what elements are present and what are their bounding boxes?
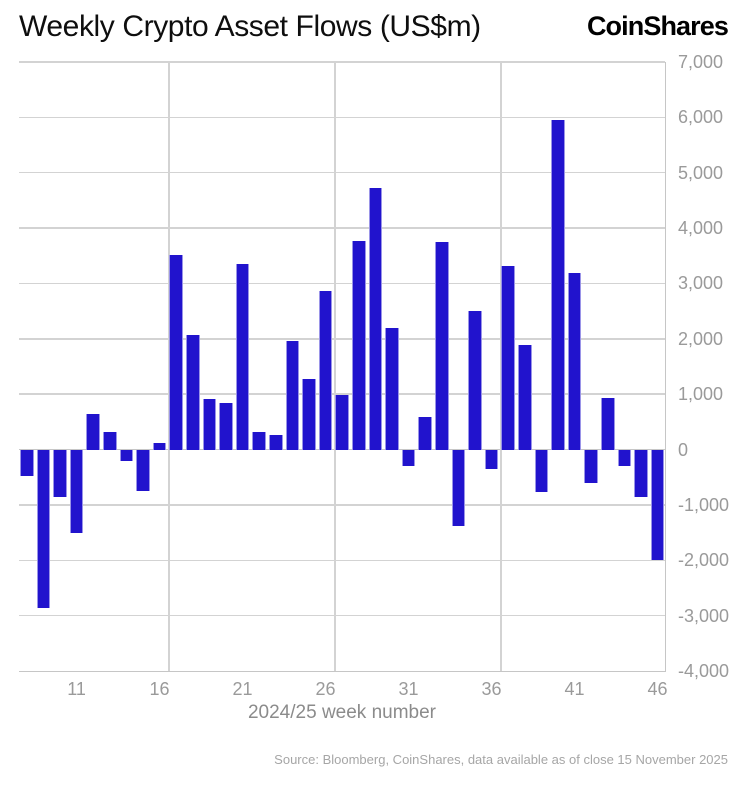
bar-week-18: [186, 334, 200, 450]
bar-week-30: [385, 328, 399, 450]
gridline-v: [168, 62, 170, 671]
bar-week-19: [202, 399, 217, 450]
bar-week-45: [634, 449, 648, 497]
bar-week-33: [435, 241, 449, 450]
x-tick-label: 21: [232, 679, 253, 699]
y-tick-label: -3,000: [678, 605, 730, 626]
bar-week-46: [650, 449, 665, 561]
x-tick-label: 31: [398, 679, 419, 699]
gridline-h: [19, 282, 665, 285]
bar-week-26: [318, 290, 333, 450]
bar-week-25: [302, 378, 316, 450]
y-tick-label: 0: [678, 439, 689, 460]
bar-week-24: [285, 341, 300, 450]
bar-week-32: [418, 417, 432, 450]
bar-week-9: [36, 449, 51, 609]
bar-week-37: [501, 266, 515, 450]
gridline-h: [19, 504, 665, 506]
gridline-h: [19, 116, 665, 119]
bar-week-36: [484, 449, 499, 469]
x-axis-title: 2024/25 week number: [247, 702, 436, 723]
gridline-v: [334, 62, 336, 671]
bar-week-42: [584, 449, 598, 484]
x-tick-label: 26: [315, 679, 336, 699]
gridline-h: [19, 227, 665, 229]
gridline-h: [19, 61, 665, 63]
plot-area: [19, 61, 666, 672]
chart-title: Weekly Crypto Asset Flows (US$m): [19, 10, 481, 43]
bar-week-41: [567, 273, 582, 450]
source-note: Source: Bloomberg, CoinShares, data avai…: [274, 752, 728, 767]
gridline-h: [19, 393, 665, 395]
bar-week-34: [451, 449, 466, 527]
bar-week-27: [335, 394, 349, 450]
y-tick-label: 2,000: [678, 328, 724, 349]
bar-week-44: [617, 449, 632, 466]
gridline-v: [500, 62, 502, 671]
bar-week-17: [169, 255, 183, 450]
y-tick-label: 1,000: [678, 384, 724, 405]
gridline-h: [19, 171, 665, 174]
gridline-h: [19, 614, 665, 617]
x-tick-label: 41: [564, 679, 585, 699]
y-tick-label: 6,000: [678, 107, 724, 128]
bar-week-15: [136, 449, 150, 491]
x-tick-label: 46: [647, 679, 668, 699]
zero-line: [19, 448, 665, 451]
y-tick-label: -1,000: [678, 494, 730, 515]
y-tick-label: 7,000: [678, 52, 724, 72]
bar-week-39: [534, 449, 549, 493]
y-tick-label: 3,000: [678, 273, 724, 294]
x-tick-label: 36: [481, 679, 502, 699]
x-tick-label: 11: [67, 679, 86, 699]
bar-week-29: [368, 188, 383, 450]
bar-week-10: [53, 449, 67, 498]
y-tick-label: -4,000: [678, 661, 730, 681]
bar-week-22: [252, 431, 266, 450]
y-tick-label: -2,000: [678, 550, 730, 571]
gridline-h: [19, 338, 665, 340]
bar-week-38: [518, 344, 532, 450]
bar-week-31: [401, 449, 416, 467]
bar-week-11: [69, 449, 84, 534]
bar-week-40: [551, 120, 565, 450]
bar-week-23: [269, 434, 283, 450]
gridline-h: [19, 559, 665, 562]
bar-week-14: [119, 449, 134, 461]
bar-week-16: [152, 443, 167, 450]
bar-week-12: [86, 414, 100, 450]
y-tick-label: 5,000: [678, 162, 724, 183]
bar-week-43: [601, 397, 615, 450]
bar-week-8: [20, 449, 34, 476]
x-tick-label: 16: [149, 679, 170, 699]
bar-week-20: [219, 403, 233, 450]
y-tick-label: 4,000: [678, 218, 724, 239]
bar-week-21: [235, 264, 250, 450]
bar-week-13: [103, 432, 117, 450]
bar-week-35: [468, 311, 482, 450]
bar-week-28: [352, 240, 366, 450]
coinshares-logo: CoinShares: [586, 11, 729, 41]
